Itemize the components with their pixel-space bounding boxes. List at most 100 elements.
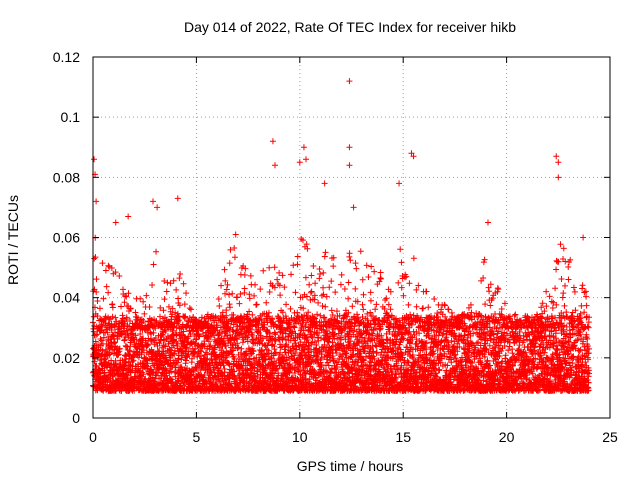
- data-point: [141, 310, 148, 317]
- data-point: [216, 303, 223, 310]
- data-point: [367, 297, 374, 304]
- data-point: [302, 274, 309, 281]
- data-point: [320, 269, 327, 276]
- data-point: [319, 303, 326, 310]
- data-point: [352, 285, 359, 292]
- data-point: [161, 296, 168, 303]
- data-point: [116, 272, 123, 279]
- data-point: [109, 313, 116, 320]
- data-point: [183, 357, 190, 364]
- data-point: [316, 275, 323, 282]
- data-point: [241, 272, 248, 279]
- data-point: [271, 264, 278, 271]
- data-point: [398, 284, 405, 291]
- data-point: [360, 306, 367, 313]
- data-point: [112, 269, 119, 276]
- data-point: [94, 298, 101, 305]
- data-point: [359, 276, 366, 283]
- data-point: [118, 303, 125, 310]
- data-point: [307, 289, 314, 296]
- data-point: [165, 303, 172, 310]
- data-point: [423, 288, 430, 295]
- data-point: [157, 337, 164, 344]
- data-point: [337, 281, 344, 288]
- data-point: [186, 305, 193, 312]
- data-point: [292, 289, 299, 296]
- data-point: [137, 331, 144, 338]
- data-point: [178, 356, 185, 363]
- data-point: [177, 271, 184, 278]
- data-point: [182, 313, 189, 320]
- data-point: [328, 307, 335, 314]
- data-point: [363, 262, 370, 269]
- data-point: [122, 292, 129, 299]
- data-point: [162, 327, 169, 334]
- data-point: [158, 332, 165, 339]
- data-point: [330, 263, 337, 270]
- data-point: [153, 339, 160, 346]
- data-point: [124, 330, 131, 337]
- data-point: [102, 267, 109, 274]
- data-point: [147, 366, 154, 373]
- data-point: [93, 288, 100, 295]
- data-point: [218, 282, 225, 289]
- data-point: [180, 280, 187, 287]
- data-point: [138, 351, 145, 358]
- data-point: [167, 280, 174, 287]
- data-point: [290, 262, 297, 269]
- data-point: [260, 267, 267, 274]
- data-point: [90, 328, 97, 335]
- data-point: [315, 299, 322, 306]
- data-point: [137, 295, 144, 302]
- data-point: [332, 289, 339, 296]
- data-point: [373, 301, 380, 308]
- data-point: [406, 280, 413, 287]
- data-point: [91, 255, 98, 262]
- data-point: [338, 271, 345, 278]
- data-point: [229, 290, 236, 297]
- data-point: [263, 299, 270, 306]
- data-point: [266, 289, 273, 296]
- data-point: [144, 363, 151, 370]
- data-point: [277, 292, 284, 299]
- data-point: [349, 303, 356, 310]
- data-point: [157, 304, 164, 311]
- data-point: [241, 285, 248, 292]
- data-point: [123, 365, 130, 372]
- data-point: [226, 304, 233, 311]
- data-point: [185, 351, 192, 358]
- data-point: [105, 262, 112, 269]
- data-points: [90, 78, 593, 394]
- data-point: [253, 301, 260, 308]
- data-point: [306, 281, 313, 288]
- data-point: [121, 299, 128, 306]
- data-point: [168, 376, 175, 383]
- data-point: [438, 306, 445, 313]
- data-point: [173, 286, 180, 293]
- data-point: [169, 305, 176, 312]
- data-point: [187, 331, 194, 338]
- data-point: [184, 353, 191, 360]
- data-point: [167, 308, 174, 315]
- data-point: [183, 290, 190, 297]
- data-point: [431, 296, 438, 303]
- data-point: [234, 294, 241, 301]
- data-point: [172, 309, 179, 316]
- data-point: [176, 302, 183, 309]
- data-point: [321, 253, 328, 260]
- data-point: [181, 301, 188, 308]
- data-point: [317, 271, 324, 278]
- data-point: [176, 275, 183, 282]
- data-point: [397, 246, 404, 253]
- data-point: [106, 263, 113, 270]
- data-point: [162, 343, 169, 350]
- data-point: [175, 322, 182, 329]
- data-point: [215, 295, 222, 302]
- data-point: [163, 288, 170, 295]
- data-point: [171, 350, 178, 357]
- data-point: [104, 329, 111, 336]
- data-point: [308, 272, 315, 279]
- data-point: [410, 255, 417, 262]
- data-point: [372, 306, 379, 313]
